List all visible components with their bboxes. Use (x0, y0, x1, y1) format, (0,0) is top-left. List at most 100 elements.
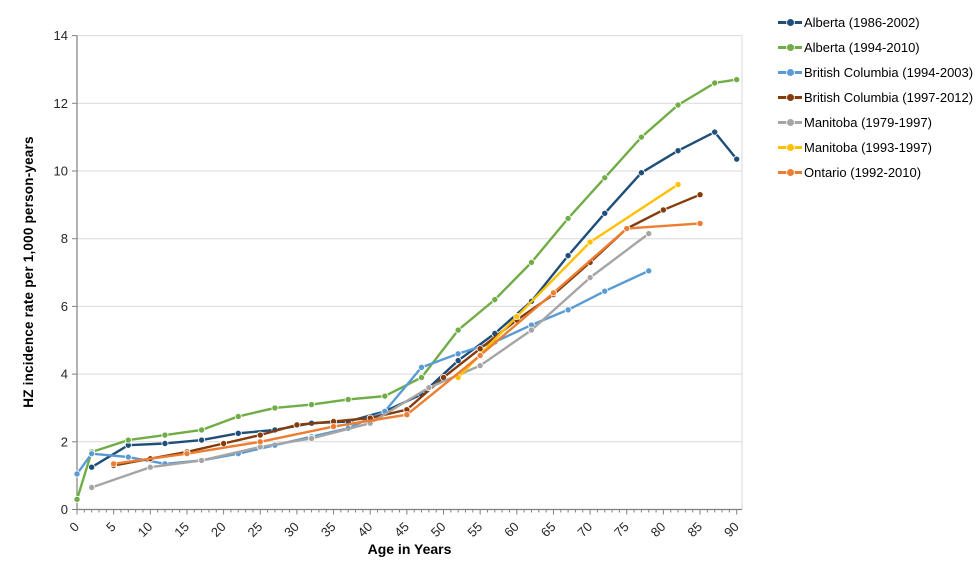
data-point-marker (637, 169, 645, 177)
x-tick-label: 30 (281, 519, 302, 540)
data-point-marker (491, 296, 499, 304)
data-point-marker (623, 225, 631, 233)
series-manitoba-1993-1997 (454, 181, 682, 381)
data-point-marker (674, 147, 682, 155)
data-point-marker (696, 219, 704, 227)
data-point-marker (425, 384, 433, 392)
x-axis-title: Age in Years (367, 541, 452, 557)
data-point-marker (564, 214, 572, 222)
legend-label: Manitoba (1993-1997) (804, 139, 932, 155)
data-point-marker (549, 289, 557, 297)
legend-line-marker-icon (778, 88, 802, 106)
y-tick-label: 14 (54, 28, 68, 43)
y-tick-label: 8 (61, 231, 68, 246)
data-point-marker (586, 238, 594, 246)
y-tick-label: 4 (61, 367, 68, 382)
data-point-marker (476, 362, 484, 370)
data-point-marker (220, 439, 228, 447)
x-tick-label: 65 (538, 519, 559, 540)
x-tick-label: 45 (391, 519, 412, 540)
legend-label: British Columbia (1994-2003) (804, 64, 974, 80)
data-point-marker (161, 439, 169, 447)
data-point-marker (564, 306, 572, 314)
data-point-marker (271, 404, 279, 412)
legend-item: British Columbia (1994-2003) (778, 63, 978, 81)
data-point-marker (601, 287, 609, 295)
series-alberta-1994-2010 (73, 76, 741, 503)
data-point-marker (198, 426, 206, 434)
data-point-marker (696, 191, 704, 199)
data-point-marker (645, 230, 653, 238)
legend-label: British Columbia (1997-2012) (804, 89, 974, 105)
legend-line-marker-icon (778, 163, 802, 181)
data-point-marker (88, 450, 96, 458)
data-point-marker (88, 463, 96, 471)
legend-item: Alberta (1986-2002) (778, 13, 978, 31)
data-point-marker (454, 326, 462, 334)
data-point-marker (110, 460, 118, 468)
legend-label: Ontario (1992-2010) (804, 164, 922, 180)
series-line (456, 183, 680, 379)
x-tick-label: 75 (611, 519, 632, 540)
series-line (90, 232, 650, 489)
data-point-marker (234, 429, 242, 437)
data-point-marker (293, 421, 301, 429)
data-point-marker (124, 436, 132, 444)
x-tick-label: 5 (103, 519, 119, 535)
y-tick-label: 10 (54, 164, 68, 179)
data-point-marker (674, 181, 682, 189)
x-tick-label: 90 (721, 519, 742, 540)
gridlines (77, 35, 743, 510)
data-point-marker (476, 351, 484, 359)
legend-line-marker-icon (778, 13, 802, 31)
legend-line-marker-icon (778, 138, 802, 156)
series-manitoba-1979-1997 (88, 230, 653, 491)
data-point-marker (256, 438, 264, 446)
data-point-marker (564, 252, 572, 260)
x-tick-label: 55 (464, 519, 485, 540)
data-point-marker (711, 128, 719, 136)
data-point-marker (256, 431, 264, 439)
data-point-marker (344, 395, 352, 403)
data-point-marker (88, 483, 96, 491)
data-point-marker (146, 463, 154, 471)
legend: Alberta (1986-2002) Alberta (1994-2010) Br… (778, 13, 978, 188)
data-point-marker (586, 274, 594, 282)
data-point-marker (601, 174, 609, 182)
data-point-marker (645, 267, 653, 275)
data-point-marker (234, 412, 242, 420)
x-tick-label: 20 (208, 519, 229, 540)
data-point-marker (198, 456, 206, 464)
series-line (75, 78, 738, 501)
series-line (90, 130, 738, 469)
data-point-marker (308, 401, 316, 409)
legend-line-marker-icon (778, 63, 802, 81)
x-tick-label: 25 (245, 519, 266, 540)
x-tick-label: 40 (354, 519, 375, 540)
data-point-marker (637, 133, 645, 141)
data-point-marker (418, 363, 426, 371)
data-point-marker (513, 313, 521, 321)
data-point-marker (124, 453, 132, 461)
data-point-marker (454, 357, 462, 365)
x-tick-label: 60 (501, 519, 522, 540)
data-point-marker (476, 345, 484, 353)
legend-item: British Columbia (1997-2012) (778, 88, 978, 106)
y-tick-label: 0 (61, 502, 68, 517)
series-ontario-1992-2010 (110, 219, 704, 468)
x-tick-label: 10 (135, 519, 156, 540)
x-tick-label: 35 (318, 519, 339, 540)
legend-item: Manitoba (1979-1997) (778, 113, 978, 131)
data-point-marker (198, 436, 206, 444)
series-alberta-1986-2002 (88, 128, 741, 471)
legend-label: Alberta (1994-2010) (804, 39, 920, 55)
data-point-marker (308, 434, 316, 442)
axes (76, 35, 742, 511)
axis-ticks (72, 35, 738, 515)
data-point-marker (418, 373, 426, 381)
x-tick-label: 50 (428, 519, 449, 540)
legend-item: Ontario (1992-2010) (778, 163, 978, 181)
y-tick-label: 12 (54, 96, 68, 111)
legend-label: Manitoba (1979-1997) (804, 114, 932, 130)
